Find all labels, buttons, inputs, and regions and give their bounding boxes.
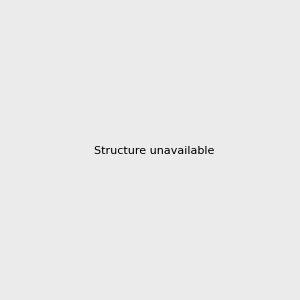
Text: Structure unavailable: Structure unavailable — [94, 146, 214, 157]
